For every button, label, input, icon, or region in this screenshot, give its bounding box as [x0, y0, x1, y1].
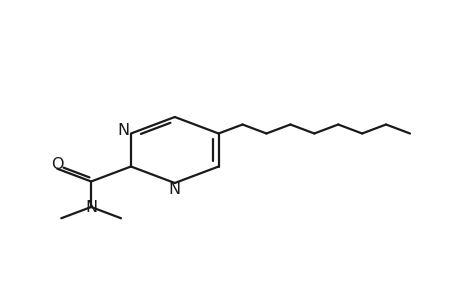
Text: N: N — [168, 182, 180, 196]
Text: O: O — [51, 157, 63, 172]
Text: N: N — [117, 123, 129, 138]
Text: N: N — [85, 200, 97, 214]
